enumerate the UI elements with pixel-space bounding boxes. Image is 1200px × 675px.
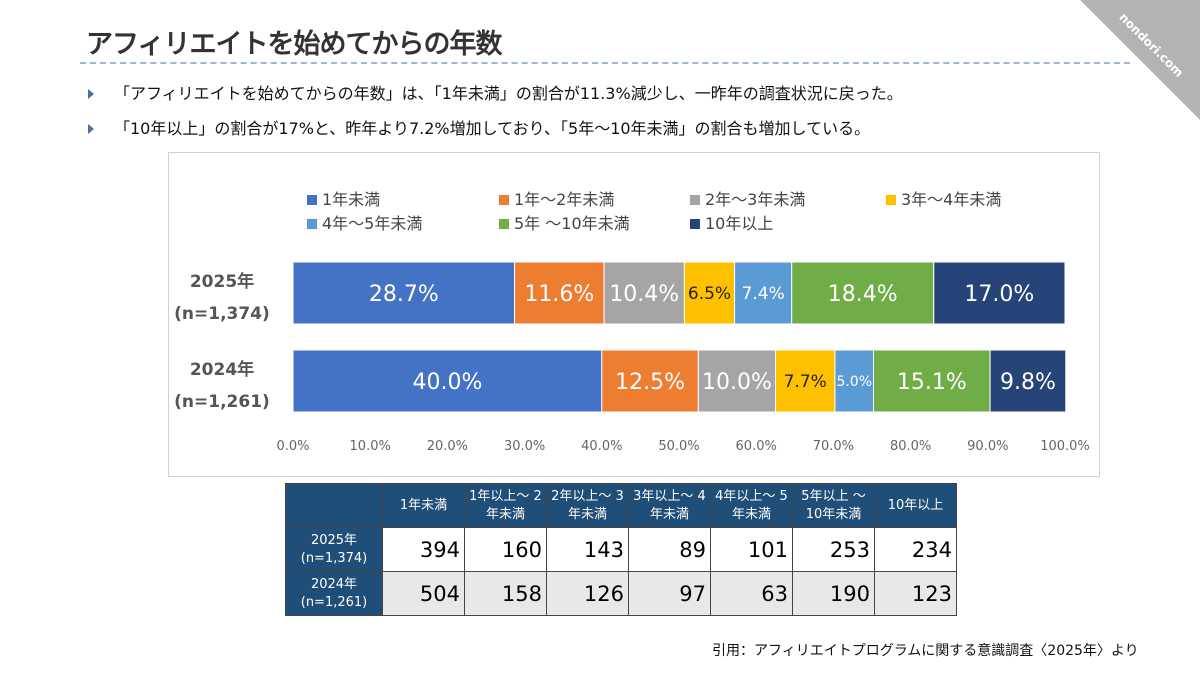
category-label: (n=1,374) [174,304,270,324]
cell: 63 [710,571,793,616]
legend-swatch [307,219,317,229]
x-tick-label: 80.0% [890,439,931,454]
cell: 143 [546,527,629,572]
bar-segment [683,261,736,325]
table-header: 1年以上～ 2年未満 [464,483,547,528]
table-corner [285,483,383,528]
legend-swatch [499,219,509,229]
data-label: 17.0% [964,282,1034,307]
cell: 123 [874,571,957,616]
legend-label: 10年以上 [705,214,773,233]
x-tick-label: 20.0% [427,439,468,454]
triangle-icon [88,89,94,99]
data-table: 1年未満 1年以上～ 2年未満 2年以上～ 3年未満 3年以上～ 4年未満 4年… [285,483,957,616]
legend-swatch [690,195,700,205]
data-label: 28.7% [369,282,439,307]
cell: 89 [628,527,711,572]
data-label: 18.4% [828,282,898,307]
data-label: 7.4% [742,284,785,304]
bar-segment [791,261,935,325]
cell: 126 [546,571,629,616]
data-label: 11.6% [524,282,594,307]
bullet-2: 「10年以上」の割合が17%と、昨年より7.2%増加しており、「5年～10年未満… [88,115,870,139]
cell: 158 [464,571,547,616]
page-title: アフィリエイトを始めてからの年数 [86,29,502,60]
data-label: 9.8% [1000,370,1056,395]
bullet-1: 「アフィリエイトを始めてからの年数」は、「1年未満」の割合が11.3%減少し、一… [88,80,903,104]
row-label: 2024年 (n=1,261) [285,571,383,616]
x-tick-label: 10.0% [350,439,391,454]
bar-segment [514,261,605,325]
legend-label: 2年～3年未満 [705,190,805,209]
x-tick-label: 60.0% [736,439,777,454]
chart-frame [168,152,1100,477]
x-tick-label: 0.0% [276,439,309,454]
table-header: 3年以上～ 4年未満 [628,483,711,528]
legend-label: 5年 ～10年未満 [514,214,630,233]
table-row: 2024年 (n=1,261) 504 158 126 97 63 190 123 [285,571,957,616]
bar-segment [697,349,776,413]
bar-segment [292,349,603,413]
cell: 190 [792,571,875,616]
bar-segment [834,349,875,413]
bullet-text: 「10年以上」の割合が17%と、昨年より7.2%増加しており、「5年～10年未満… [114,119,871,138]
category-label: 2024年 [190,359,254,380]
watermark-corner [1080,0,1200,120]
data-label: 10.0% [702,370,772,395]
bar-segment [933,261,1066,325]
cell: 504 [382,571,465,616]
legend-label: 4年～5年未満 [322,214,422,233]
x-tick-label: 90.0% [967,439,1008,454]
table-header: 1年未満 [382,483,465,528]
bar-segment [989,349,1067,413]
legend-label: 1年未満 [322,190,380,209]
table-header: 4年以上～ 5年未満 [710,483,793,528]
data-label: 10.4% [609,282,679,307]
bar-segment [603,261,685,325]
row-label: 2025年 (n=1,374) [285,527,383,572]
data-label: 12.5% [615,370,685,395]
bar-segment [873,349,991,413]
legend-label: 3年～4年未満 [901,190,1001,209]
table-header: 10年以上 [874,483,957,528]
x-tick-label: 40.0% [581,439,622,454]
table-header: 2年以上～ 3年未満 [546,483,629,528]
data-label: 6.5% [688,284,731,304]
cell: 101 [710,527,793,572]
category-label: 2025年 [190,271,254,292]
citation: 引用：アフィリエイトプログラムに関する意識調査〈2025年〉より [712,643,1139,659]
data-label: 40.0% [412,370,482,395]
legend-swatch [307,195,317,205]
cell: 234 [874,527,957,572]
category-label: (n=1,261) [174,392,270,412]
table-row: 2025年 (n=1,374) 394 160 143 89 101 253 234 [285,527,957,572]
x-tick-label: 30.0% [504,439,545,454]
bullet-text: 「アフィリエイトを始めてからの年数」は、「1年未満」の割合が11.3%減少し、一… [114,84,903,103]
data-label: 15.1% [897,370,967,395]
legend-swatch [690,219,700,229]
data-label: 5.0% [836,374,872,390]
cell: 97 [628,571,711,616]
x-tick-label: 50.0% [658,439,699,454]
legend-label: 1年～2年未満 [514,190,614,209]
cell: 253 [792,527,875,572]
bar-segment [734,261,793,325]
cell: 160 [464,527,547,572]
divider [80,62,1130,64]
bar-segment [775,349,836,413]
table-header: 5年以上 ～ 10年未満 [792,483,875,528]
triangle-icon [88,124,94,134]
x-tick-label: 70.0% [813,439,854,454]
x-tick-label: 100.0% [1040,439,1090,454]
data-label: 7.7% [784,372,827,392]
legend-swatch [886,195,896,205]
bar-segment [292,261,516,325]
legend-swatch [499,195,509,205]
cell: 394 [382,527,465,572]
